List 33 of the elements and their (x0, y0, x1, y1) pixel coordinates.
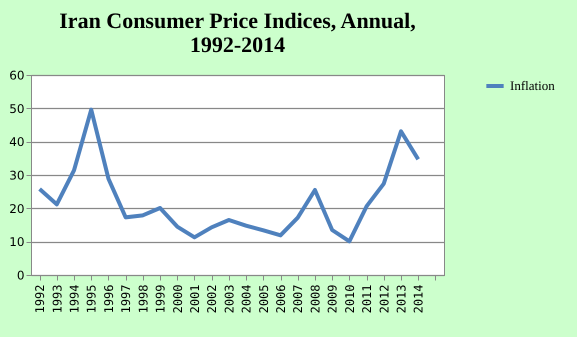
x-tick-label: 2012 (377, 284, 392, 314)
x-tick-label: 1992 (33, 284, 48, 314)
x-tick-label: 2000 (170, 284, 185, 314)
x-tick-label: 2004 (240, 284, 254, 314)
y-tick-label: 40 (9, 135, 24, 150)
y-tick-label: 10 (9, 235, 24, 250)
x-tick-label: 2003 (222, 284, 236, 314)
x-tick-label: 1994 (68, 284, 82, 314)
y-tick-label: 60 (9, 68, 24, 82)
y-tick-label: 30 (9, 168, 24, 182)
y-tick-label: 0 (16, 268, 24, 282)
x-tick-label: 1997 (119, 284, 134, 314)
x-tick-label: 2007 (291, 284, 306, 314)
x-tick-label: 2014 (412, 284, 426, 314)
x-tick-label: 1999 (154, 284, 168, 314)
x-tick-label: 2005 (256, 284, 271, 314)
x-tick-label: 2008 (308, 284, 322, 314)
x-tick-label: 2002 (205, 284, 220, 314)
x-tick-label: 2013 (394, 284, 408, 314)
x-tick-label: 2011 (360, 284, 374, 314)
x-tick-label: 1996 (102, 284, 116, 314)
y-tick-label: 20 (9, 202, 24, 216)
x-tick-label: 2009 (326, 284, 340, 314)
x-tick-label: 1998 (136, 284, 150, 314)
chart-title: Iran Consumer Price Indices, Annual, 1992-2014 (59, 8, 416, 57)
x-tick-label: 2010 (342, 284, 357, 314)
x-tick-label: 1993 (50, 284, 64, 314)
line-series (38, 108, 420, 244)
x-tick-label: 1995 (84, 284, 99, 314)
legend-label: Inflation (510, 78, 556, 93)
x-tick-label: 2006 (274, 284, 288, 314)
y-tick-label: 50 (9, 102, 24, 116)
x-tick-label: 2001 (188, 284, 202, 314)
